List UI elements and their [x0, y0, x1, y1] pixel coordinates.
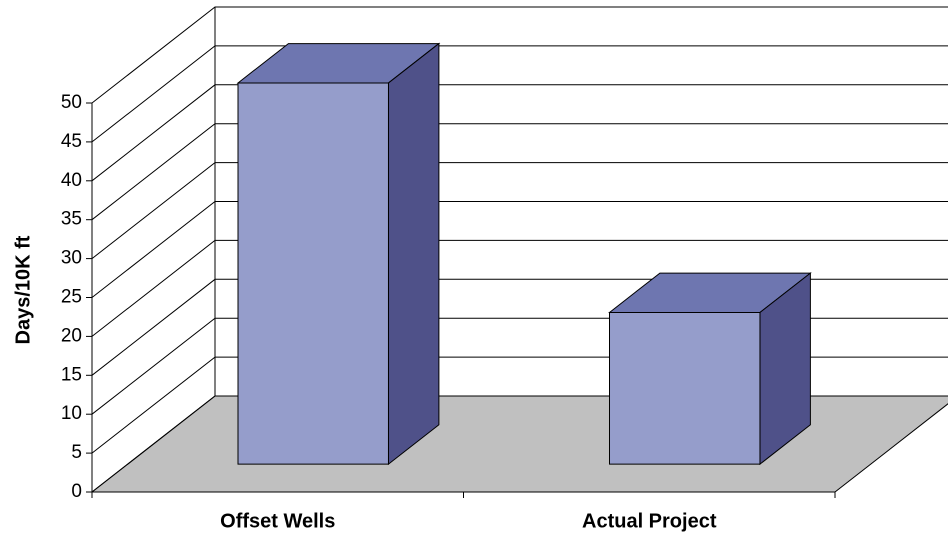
grid-line: [91, 278, 948, 376]
y-axis-label: Days/10K ft: [12, 235, 34, 344]
x-tick-label: Offset Wells: [220, 510, 335, 532]
y-tick-label: 5: [71, 442, 82, 463]
grid-line: [91, 6, 948, 104]
grid-line: [91, 84, 948, 182]
y-tick-label: 30: [61, 248, 82, 269]
bar-side: [387, 42, 440, 466]
floor: [90, 395, 948, 493]
grid-line: [91, 162, 948, 259]
bar: [236, 42, 441, 466]
grid-line: [91, 201, 948, 298]
y-tick-label: 15: [61, 364, 82, 385]
y-tick-label: 40: [61, 170, 82, 191]
y-tick-label: 0: [71, 481, 82, 502]
grid-line: [91, 239, 948, 337]
y-tick-label: 50: [61, 92, 82, 113]
grid-line: [91, 45, 948, 143]
x-tick-label: Actual Project: [582, 510, 717, 532]
bar-front: [609, 311, 761, 465]
y-tick-label: 25: [61, 287, 82, 308]
y-tick-label: 35: [61, 209, 82, 230]
bar-front: [237, 82, 389, 465]
y-tick-label: 10: [61, 403, 82, 424]
bar: [608, 272, 812, 466]
grid-line: [91, 123, 948, 221]
y-tick-label: 20: [61, 325, 82, 346]
y-tick-label: 45: [61, 131, 82, 152]
